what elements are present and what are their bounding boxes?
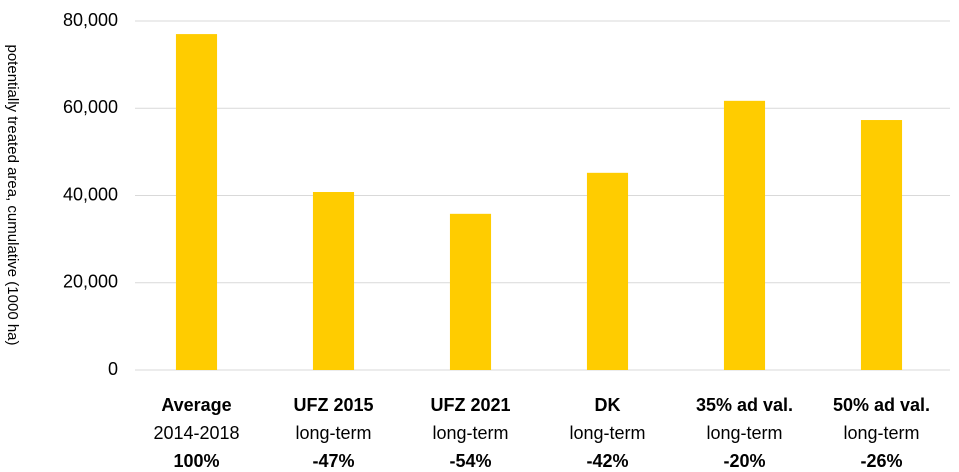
x-tick-subtitle: long-term — [706, 423, 782, 443]
x-tick-share: -20% — [723, 451, 765, 471]
x-tick-share: -47% — [312, 451, 354, 471]
x-tick-share: -26% — [860, 451, 902, 471]
bar — [175, 34, 218, 371]
x-tick-subtitle: 2014-2018 — [153, 423, 239, 443]
y-tick-label: 20,000 — [63, 272, 118, 292]
x-tick-share: -42% — [586, 451, 628, 471]
bar — [586, 172, 629, 370]
x-tick-label: DK — [595, 395, 621, 415]
bar — [860, 120, 903, 370]
x-tick-subtitle: long-term — [569, 423, 645, 443]
x-tick-subtitle: long-term — [843, 423, 919, 443]
x-tick-label: UFZ 2021 — [430, 395, 510, 415]
x-tick-label: UFZ 2015 — [293, 395, 373, 415]
bar — [723, 100, 766, 371]
y-axis-label: potentially treated area, cumulative (10… — [4, 44, 21, 345]
x-tick-label: 50% ad val. — [833, 395, 930, 415]
x-tick-share: 100% — [173, 451, 219, 471]
x-tick-subtitle: long-term — [295, 423, 371, 443]
y-tick-label: 80,000 — [63, 10, 118, 30]
x-tick-label: 35% ad val. — [696, 395, 793, 415]
x-tick-subtitle: long-term — [432, 423, 508, 443]
x-tick-label: Average — [161, 395, 231, 415]
x-tick-share: -54% — [449, 451, 491, 471]
bar — [449, 213, 492, 370]
bar — [312, 192, 355, 370]
y-tick-label: 0 — [108, 359, 118, 379]
y-tick-label: 60,000 — [63, 97, 118, 117]
y-tick-label: 40,000 — [63, 184, 118, 204]
